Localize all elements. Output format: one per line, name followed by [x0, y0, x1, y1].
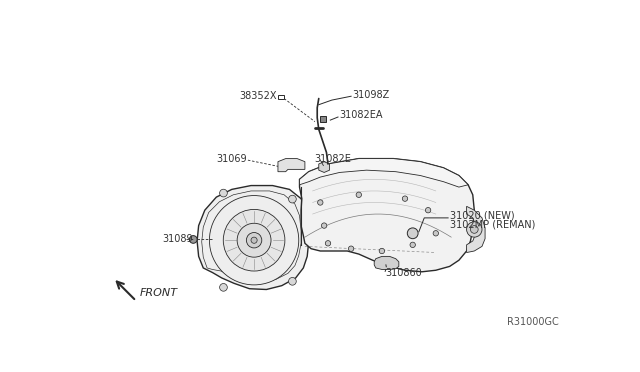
Polygon shape — [197, 186, 308, 289]
Circle shape — [380, 248, 385, 254]
Text: FRONT: FRONT — [140, 288, 177, 298]
Text: 31089: 31089 — [163, 234, 193, 244]
Bar — [278, 96, 284, 99]
Text: 31020 (NEW): 31020 (NEW) — [450, 211, 515, 221]
Circle shape — [325, 241, 331, 246]
Polygon shape — [300, 158, 468, 187]
Text: 31098Z: 31098Z — [353, 90, 390, 100]
Circle shape — [317, 200, 323, 205]
Circle shape — [356, 192, 362, 198]
Circle shape — [289, 278, 296, 285]
Circle shape — [251, 237, 257, 243]
Polygon shape — [278, 158, 305, 172]
Polygon shape — [300, 158, 474, 272]
Circle shape — [321, 223, 327, 228]
Circle shape — [348, 246, 354, 251]
Polygon shape — [202, 191, 301, 282]
Bar — [319, 116, 326, 122]
Circle shape — [426, 208, 431, 213]
Circle shape — [209, 196, 299, 285]
Text: 3102MP (REMAN): 3102MP (REMAN) — [450, 220, 535, 230]
Text: R31000GC: R31000GC — [508, 317, 559, 327]
Circle shape — [189, 235, 197, 243]
Circle shape — [223, 209, 285, 271]
Circle shape — [433, 231, 438, 236]
Text: 31082EA: 31082EA — [340, 110, 383, 121]
Circle shape — [403, 196, 408, 201]
Text: 31082E: 31082E — [314, 154, 351, 164]
Circle shape — [220, 283, 227, 291]
Circle shape — [410, 242, 415, 247]
Circle shape — [467, 222, 482, 237]
Circle shape — [289, 195, 296, 203]
Circle shape — [407, 228, 418, 239]
Circle shape — [237, 223, 271, 257]
Circle shape — [220, 189, 227, 197]
Text: 31069: 31069 — [216, 154, 247, 164]
Circle shape — [470, 225, 478, 233]
Polygon shape — [374, 256, 399, 269]
Polygon shape — [319, 162, 330, 173]
Polygon shape — [467, 206, 485, 253]
Text: 310860: 310860 — [386, 268, 422, 278]
Text: 38352X: 38352X — [239, 91, 276, 101]
Circle shape — [246, 232, 262, 248]
